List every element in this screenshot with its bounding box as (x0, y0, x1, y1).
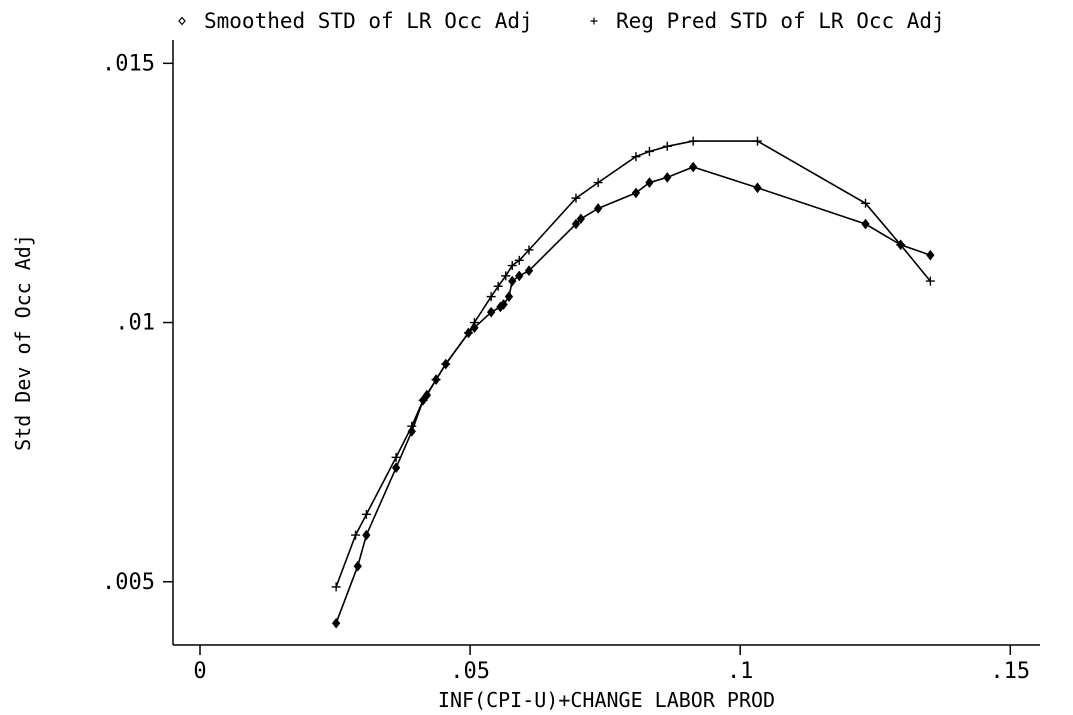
data-point-diamond (571, 218, 581, 230)
data-point-diamond (332, 617, 341, 629)
data-point-plus (631, 152, 641, 162)
x-tick-label: .05 (450, 659, 490, 684)
x-axis-label: INF(CPI-U)+CHANGE LABOR PROD (438, 688, 775, 712)
data-point-plus (861, 198, 871, 208)
data-point-diamond (689, 161, 698, 173)
plot-area (331, 136, 935, 629)
x-ticks: 0 .05 .1 .15 (193, 645, 1030, 684)
y-tick-label: .01 (115, 311, 155, 336)
data-point-plus (331, 582, 341, 592)
y-tick-label: .005 (102, 570, 155, 595)
legend-item-2: Reg Pred STD of LR Occ Adj (590, 9, 945, 33)
data-point-diamond (504, 291, 514, 302)
data-point-diamond (645, 177, 654, 188)
x-tick-label: .1 (727, 659, 754, 684)
data-point-plus (493, 281, 503, 291)
data-point-plus (486, 292, 496, 302)
data-point-plus (391, 452, 401, 462)
data-point-plus (662, 141, 672, 151)
legend: Smoothed STD of LR Occ Adj Reg Pred STD o… (178, 9, 945, 33)
data-point-diamond (391, 462, 401, 474)
x-tick-label: 0 (193, 659, 206, 684)
data-point-diamond (508, 275, 517, 287)
data-point-diamond (499, 299, 508, 310)
legend-marker-diamond (178, 16, 186, 26)
data-point-diamond (861, 218, 870, 230)
data-point-diamond (576, 213, 585, 225)
legend-item-1: Smoothed STD of LR Occ Adj (178, 9, 533, 33)
data-point-diamond (515, 270, 524, 282)
y-axis-label: Std Dev of Occ Adj (11, 234, 35, 451)
data-point-diamond (353, 560, 362, 572)
data-point-plus (507, 261, 517, 271)
y-ticks: .005 .01 .015 (102, 51, 173, 595)
data-point-diamond (926, 249, 935, 261)
data-point-plus (896, 240, 906, 250)
data-point-plus (514, 255, 524, 265)
data-point-plus (688, 136, 698, 146)
data-point-diamond (487, 306, 496, 318)
data-point-plus (441, 359, 451, 369)
data-point-plus (431, 375, 441, 385)
data-point-diamond (663, 172, 672, 183)
x-tick-label: .15 (990, 659, 1030, 684)
data-point-plus (501, 271, 511, 281)
data-point-plus (524, 245, 534, 255)
series-line-2 (335, 140, 931, 588)
data-point-plus (463, 328, 473, 338)
data-point-plus (644, 146, 654, 156)
data-point-plus (752, 136, 762, 146)
data-point-plus (593, 178, 603, 188)
data-point-plus (469, 318, 479, 328)
data-point-plus (361, 509, 371, 519)
data-point-plus (407, 421, 417, 431)
data-point-diamond (593, 203, 603, 214)
data-point-plus (925, 276, 935, 286)
legend-marker-plus (590, 17, 598, 25)
data-point-plus (571, 193, 581, 203)
data-point-diamond (524, 265, 534, 277)
axes (172, 40, 1040, 646)
data-point-diamond (753, 182, 762, 194)
data-point-diamond (631, 187, 641, 199)
legend-label: Smoothed STD of LR Occ Adj (204, 9, 533, 33)
data-point-plus (418, 395, 428, 405)
legend-label: Reg Pred STD of LR Occ Adj (616, 9, 945, 33)
data-point-plus (351, 530, 361, 540)
y-tick-label: .015 (102, 51, 155, 76)
data-point-diamond (362, 529, 371, 541)
